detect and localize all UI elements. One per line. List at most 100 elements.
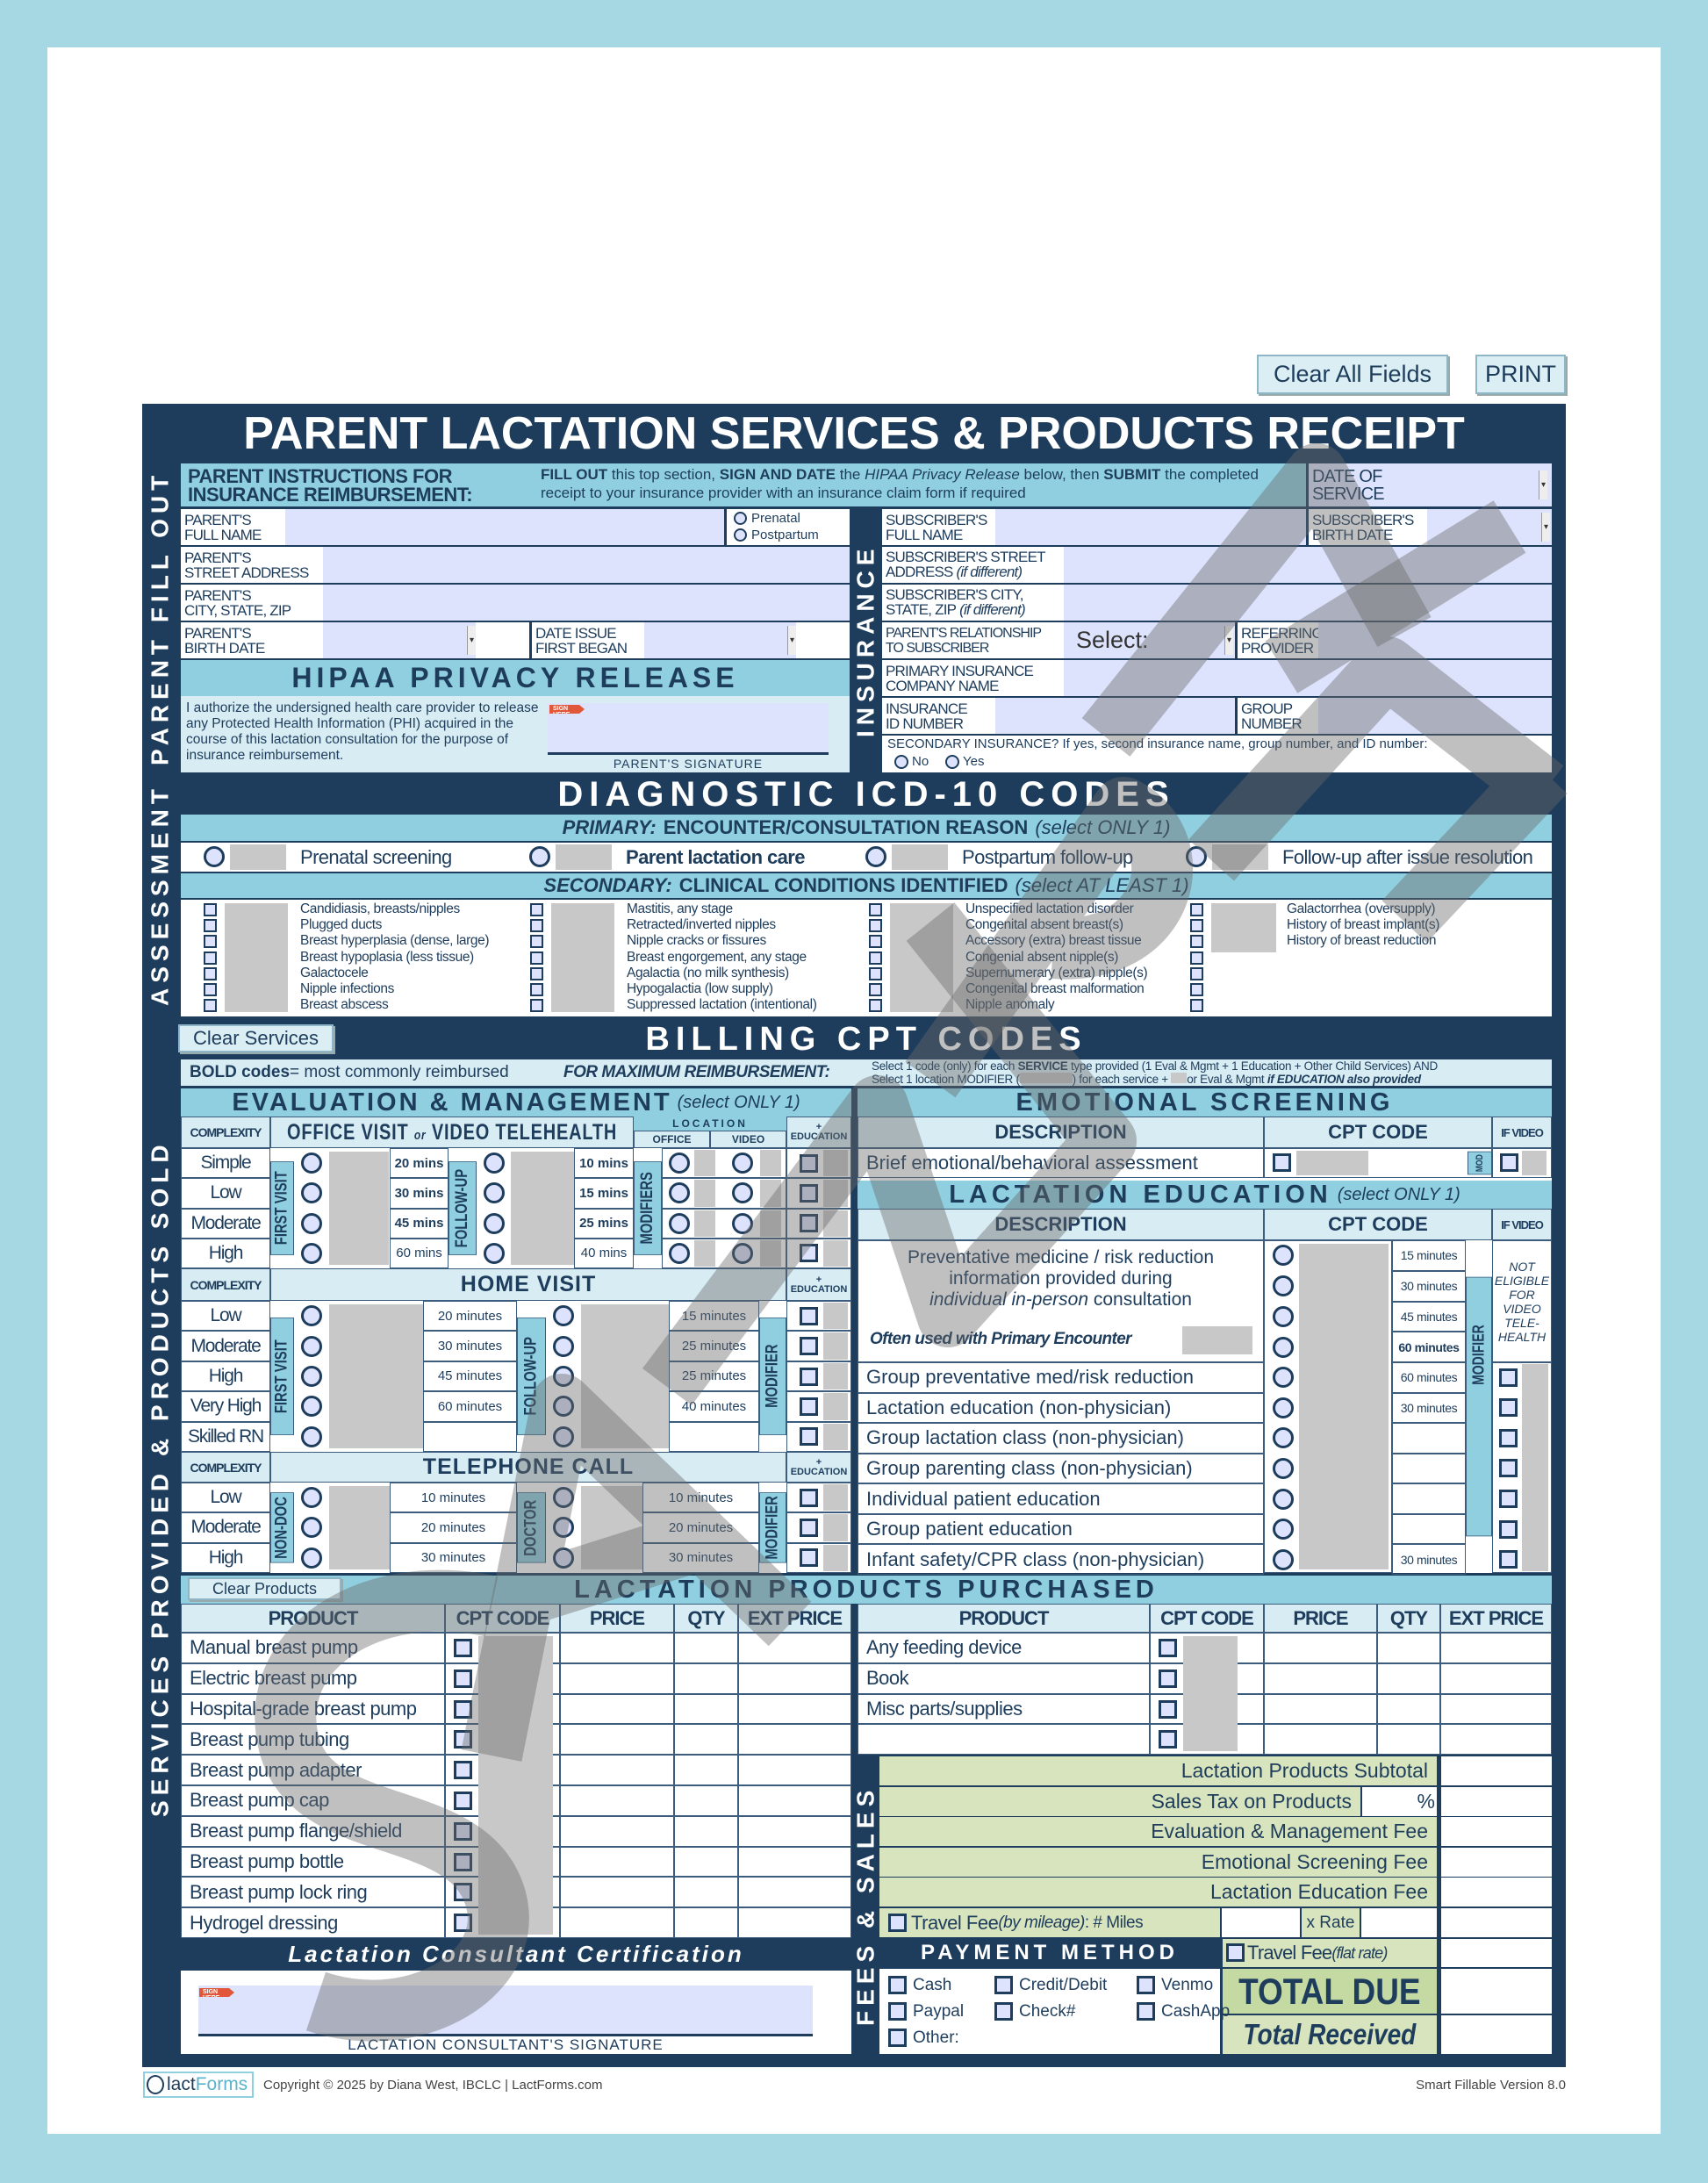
product-input-cell[interactable] (560, 1755, 674, 1785)
education-video-checkbox[interactable] (1499, 1519, 1518, 1539)
office-location-radio[interactable] (669, 1242, 690, 1264)
education-checkbox[interactable] (800, 1153, 818, 1173)
education-video-checkbox[interactable] (1499, 1428, 1518, 1447)
education-checkbox[interactable] (800, 1183, 818, 1203)
secondary-condition-checkbox[interactable] (1190, 999, 1203, 1013)
education-checkbox[interactable] (800, 1397, 818, 1416)
product-input-cell[interactable] (1440, 1662, 1552, 1694)
fee-value-sales_tax[interactable] (1441, 1786, 1552, 1816)
video-location-radio[interactable] (732, 1153, 753, 1174)
follow-up-radio[interactable] (553, 1366, 574, 1387)
clear-products-button[interactable]: Clear Products (188, 1577, 341, 1600)
secondary-condition-checkbox[interactable] (1190, 966, 1203, 980)
first-visit-radio[interactable] (301, 1366, 322, 1387)
office-location-radio[interactable] (669, 1153, 690, 1174)
product-input-cell[interactable] (674, 1785, 738, 1816)
follow-up-radio[interactable] (553, 1487, 574, 1509)
secondary-condition-checkbox[interactable] (530, 935, 543, 949)
payment-cashapp-checkbox[interactable] (1137, 2002, 1155, 2021)
product-input-cell[interactable] (738, 1907, 851, 1938)
education-radio[interactable] (1273, 1245, 1294, 1267)
parent-full-name-input[interactable] (285, 509, 724, 545)
video-location-radio[interactable] (732, 1182, 753, 1204)
travel-flat-checkbox[interactable] (1226, 1943, 1245, 1962)
subscriber-birth-date-input[interactable]: ▾ (1427, 509, 1552, 545)
primary-option-radio[interactable] (529, 846, 550, 867)
product-input-cell[interactable] (1440, 1633, 1552, 1663)
fee-value-subtotal[interactable] (1441, 1756, 1552, 1785)
subscriber-street-address-input[interactable] (1064, 547, 1552, 583)
product-checkbox[interactable] (454, 1821, 472, 1841)
follow-up-radio[interactable] (553, 1305, 574, 1327)
clear-services-button[interactable]: Clear Services (178, 1024, 334, 1052)
parent-birth-date-input[interactable]: ▾ (323, 622, 476, 658)
sales-tax-percent-input[interactable]: % (1362, 1786, 1437, 1816)
first-visit-radio[interactable] (301, 1182, 322, 1204)
education-checkbox[interactable] (800, 1337, 818, 1356)
payment-creditdebit-checkbox[interactable] (994, 1976, 1013, 1994)
travel-mileage-value[interactable] (1441, 1908, 1552, 1937)
education-video-checkbox[interactable] (1499, 1368, 1518, 1387)
fee-value-em_fee[interactable] (1441, 1817, 1552, 1847)
consultant-signature-field[interactable] (198, 1986, 813, 2034)
product-input-cell[interactable] (738, 1815, 851, 1847)
secondary-condition-checkbox[interactable] (204, 935, 217, 949)
product-input-cell[interactable] (1264, 1662, 1377, 1694)
parent-street-address-input[interactable] (323, 547, 850, 583)
insurance-id-number-input[interactable] (995, 698, 1235, 734)
prenatal-radio[interactable] (734, 512, 747, 525)
dropdown-arrow-icon[interactable]: ▾ (1541, 513, 1550, 542)
product-input-cell[interactable] (1377, 1633, 1440, 1663)
education-radio[interactable] (1273, 1488, 1294, 1510)
primary-option-radio[interactable] (204, 846, 225, 867)
dropdown-arrow-icon[interactable]: ▾ (467, 626, 476, 655)
product-input-cell[interactable] (560, 1785, 674, 1816)
education-radio[interactable] (1273, 1397, 1294, 1418)
postpartum-radio[interactable] (734, 528, 747, 542)
education-video-checkbox[interactable] (1499, 1459, 1518, 1478)
secondary-condition-checkbox[interactable] (869, 999, 882, 1013)
first-visit-radio[interactable] (301, 1335, 322, 1357)
product-checkbox[interactable] (454, 1883, 472, 1902)
secondary-condition-checkbox[interactable] (869, 983, 882, 996)
travel-mileage-checkbox[interactable] (888, 1914, 907, 1932)
education-checkbox[interactable] (800, 1488, 818, 1507)
product-input-cell[interactable] (1264, 1693, 1377, 1725)
miles-input[interactable] (1222, 1908, 1300, 1937)
secondary-condition-checkbox[interactable] (204, 983, 217, 996)
product-checkbox[interactable] (1159, 1730, 1177, 1749)
follow-up-radio[interactable] (553, 1425, 574, 1447)
education-checkbox[interactable] (800, 1214, 818, 1233)
secondary-no-radio[interactable] (894, 755, 908, 769)
product-input-cell[interactable] (1377, 1693, 1440, 1725)
relationship-select[interactable]: Select: ▾ (1064, 622, 1235, 658)
parent-city-state-zip-input[interactable] (323, 585, 850, 621)
first-visit-radio[interactable] (301, 1517, 322, 1539)
product-input-cell[interactable] (1264, 1724, 1377, 1756)
follow-up-radio[interactable] (484, 1242, 505, 1264)
product-checkbox[interactable] (454, 1730, 472, 1749)
secondary-condition-checkbox[interactable] (204, 919, 217, 933)
product-checkbox[interactable] (454, 1914, 472, 1933)
first-visit-radio[interactable] (301, 1153, 322, 1174)
product-checkbox[interactable] (454, 1638, 472, 1657)
product-input-cell[interactable] (738, 1662, 851, 1694)
product-input-cell[interactable] (674, 1815, 738, 1847)
education-checkbox[interactable] (800, 1367, 818, 1386)
clear-all-fields-button[interactable]: Clear All Fields (1257, 355, 1448, 394)
product-input-cell[interactable] (560, 1724, 674, 1756)
product-input-cell[interactable] (1377, 1724, 1440, 1756)
secondary-condition-checkbox[interactable] (530, 951, 543, 965)
payment-other-checkbox[interactable] (888, 2029, 907, 2047)
product-input-cell[interactable] (738, 1724, 851, 1756)
product-input-cell[interactable] (738, 1846, 851, 1878)
first-visit-radio[interactable] (301, 1487, 322, 1509)
video-location-radio[interactable] (732, 1242, 753, 1264)
secondary-condition-checkbox[interactable] (1190, 983, 1203, 996)
secondary-condition-checkbox[interactable] (869, 903, 882, 916)
education-radio[interactable] (1273, 1275, 1294, 1297)
product-input-cell[interactable] (1440, 1724, 1552, 1756)
follow-up-radio[interactable] (553, 1547, 574, 1569)
follow-up-radio[interactable] (553, 1335, 574, 1357)
first-visit-radio[interactable] (301, 1396, 322, 1418)
